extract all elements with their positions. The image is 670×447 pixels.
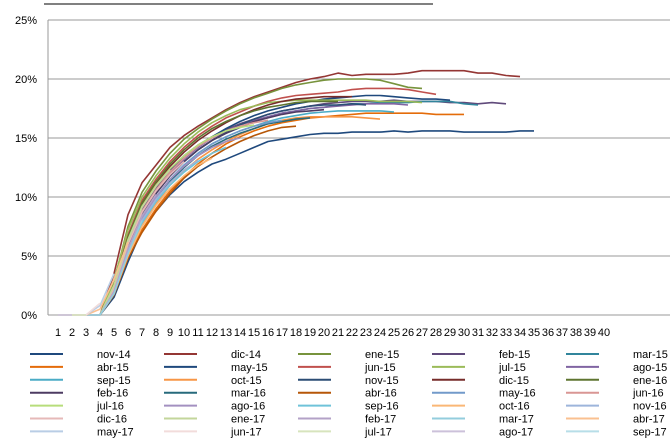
x-tick-label: 11: [192, 327, 203, 339]
y-tick-label: 15%: [15, 133, 37, 145]
y-tick-label: 20%: [15, 74, 37, 86]
legend-label-oct-16: oct-16: [499, 401, 530, 413]
x-tick-label: 36: [542, 327, 554, 339]
x-tick-label: 30: [458, 327, 470, 339]
series-line-jul-15: [58, 99, 423, 316]
x-tick-label: 1: [55, 327, 61, 339]
x-tick-label: 8: [153, 327, 159, 339]
series-line-dic-14: [58, 69, 521, 316]
legend-label-oct-15: oct-15: [231, 375, 262, 387]
x-tick-label: 39: [584, 327, 596, 339]
legend-label-jul-15: jul-15: [498, 362, 526, 374]
x-tick-label: 13: [220, 327, 232, 339]
legend-label-sep-16: sep-16: [365, 401, 399, 413]
x-tick-label: 3: [83, 327, 89, 339]
x-tick-label: 31: [472, 327, 484, 339]
x-tick-label: 32: [486, 327, 498, 339]
x-tick-label: 23: [360, 327, 372, 339]
x-tick-label: 14: [234, 327, 246, 339]
y-tick-label: 10%: [15, 192, 37, 204]
legend-label-feb-15: feb-15: [499, 349, 530, 361]
x-tick-label: 2: [69, 327, 75, 339]
legend: nov-14 dic-14 ene-15 feb-15 mar-15 abr-15 may-…: [30, 349, 668, 438]
legend-label-ene-16: ene-16: [633, 375, 667, 387]
y-tick-labels: 0% 5% 10% 15% 20% 25%: [15, 15, 37, 322]
series-line-mar-15: [58, 100, 479, 316]
legend-label-dic-14: dic-14: [231, 349, 261, 361]
legend-label-mar-16: mar-16: [231, 388, 266, 400]
legend-label-mar-15: mar-15: [633, 349, 668, 361]
legend-label-ene-17: ene-17: [231, 414, 265, 426]
x-tick-label: 26: [402, 327, 414, 339]
series-line-jun-17: [58, 302, 101, 316]
legend-label-dic-15: dic-15: [499, 375, 529, 387]
series-line-ene-16: [58, 100, 338, 316]
x-tick-label: 7: [139, 327, 145, 339]
legend-label-ago-16: ago-16: [231, 401, 265, 413]
x-tick-label: 6: [125, 327, 131, 339]
legend-label-feb-16: feb-16: [97, 388, 128, 400]
legend-label-jun-15: jun-15: [364, 362, 396, 374]
legend-label-mar-17: mar-17: [499, 414, 534, 426]
legend-label-ago-15: ago-15: [633, 362, 667, 374]
legend-label-nov-14: nov-14: [97, 349, 131, 361]
legend-label-ene-15: ene-15: [365, 349, 399, 361]
x-tick-label: 22: [346, 327, 358, 339]
x-tick-label: 29: [444, 327, 456, 339]
series-line-jun-16: [58, 119, 269, 316]
legend-label-sep-15: sep-15: [97, 375, 131, 387]
legend-label-dic-16: dic-16: [97, 414, 127, 426]
x-tick-label: 9: [167, 327, 173, 339]
x-tick-label: 5: [111, 327, 117, 339]
legend-label-sep-17: sep-17: [633, 426, 667, 438]
series-line-nov-15: [58, 103, 367, 316]
series-lines: [58, 69, 534, 316]
series-line-feb-15: [58, 99, 507, 316]
x-tick-label: 34: [514, 327, 526, 339]
series-line-oct-15: [58, 116, 381, 316]
x-tick-label: 19: [304, 327, 316, 339]
series-line-dic-15: [58, 95, 352, 316]
legend-label-abr-16: abr-16: [365, 388, 397, 400]
legend-label-jun-17: jun-17: [230, 426, 262, 438]
x-tick-labels: 1 2 3 4 5 6 7 8 9 10 11 12 13 14 15 16 17 18 19 20 21 22 23 24 2…: [55, 327, 610, 339]
legend-label-jul-16: jul-16: [96, 401, 124, 413]
x-tick-label: 21: [332, 327, 344, 339]
legend-label-nov-16: nov-16: [633, 401, 667, 413]
y-tick-label: 0%: [21, 310, 37, 322]
x-tick-label: 10: [178, 327, 190, 339]
legend-label-abr-15: abr-15: [97, 362, 129, 374]
x-tick-label: 35: [528, 327, 540, 339]
x-tick-label: 4: [97, 327, 103, 339]
x-tick-label: 16: [262, 327, 274, 339]
y-tick-label: 5%: [21, 251, 37, 263]
x-tick-label: 25: [388, 327, 400, 339]
legend-label-feb-17: feb-17: [365, 414, 396, 426]
x-tick-label: 28: [430, 327, 442, 339]
y-tick-label: 25%: [15, 15, 37, 27]
x-tick-label: 24: [374, 327, 386, 339]
x-tick-label: 18: [290, 327, 302, 339]
legend-label-may-16: may-16: [499, 388, 536, 400]
legend-label-may-17: may-17: [97, 426, 134, 438]
x-tick-label: 12: [206, 327, 218, 339]
x-tick-label: 15: [248, 327, 260, 339]
legend-label-jun-16: jun-16: [632, 388, 664, 400]
legend-label-nov-15: nov-15: [365, 375, 399, 387]
x-tick-label: 37: [556, 327, 568, 339]
x-tick-label: 20: [318, 327, 330, 339]
legend-label-may-15: may-15: [231, 362, 268, 374]
x-tick-label: 38: [570, 327, 582, 339]
legend-label-abr-17: abr-17: [633, 414, 665, 426]
legend-label-jul-17: jul-17: [364, 426, 392, 438]
series-line-jul-16: [58, 124, 255, 316]
x-tick-label: 33: [500, 327, 512, 339]
x-tick-label: 27: [416, 327, 428, 339]
legend-label-ago-17: ago-17: [499, 426, 533, 438]
x-tick-label: 40: [598, 327, 610, 339]
axes: [47, 20, 670, 316]
x-tick-label: 17: [276, 327, 288, 339]
